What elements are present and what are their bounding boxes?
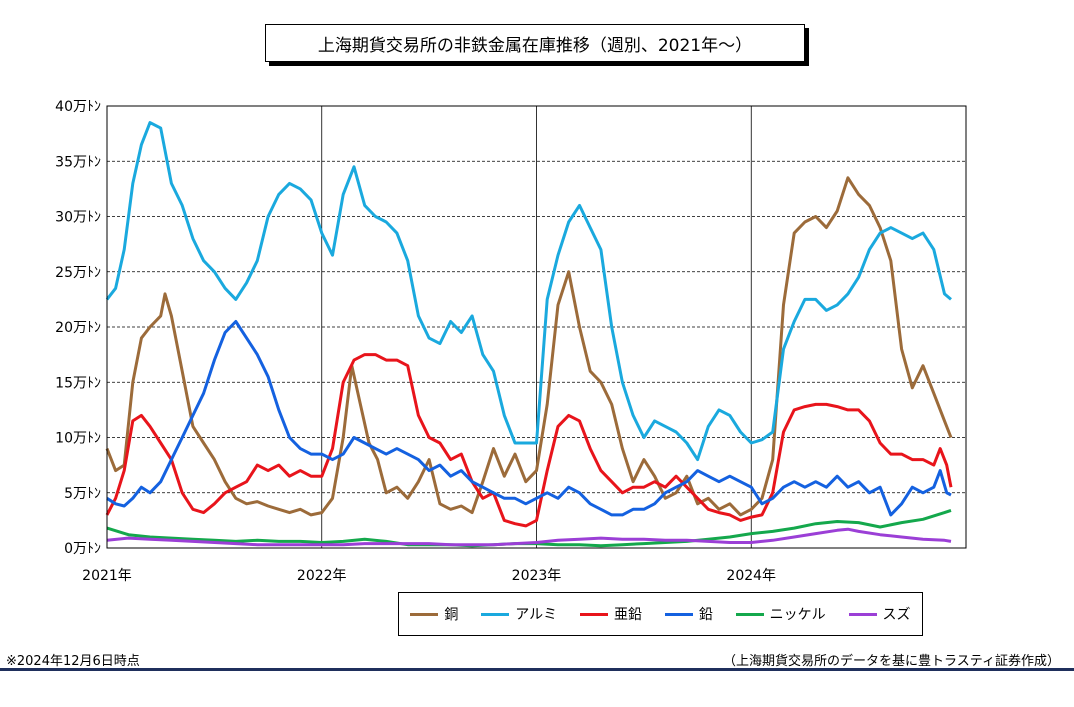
y-tick-label: 20万ﾄﾝ — [55, 320, 101, 336]
legend: 銅 アルミ 亜鉛 鉛 ニッケル スズ — [398, 592, 923, 636]
legend-label: ニッケル — [769, 607, 826, 623]
legend-item: ニッケル — [735, 604, 826, 624]
grid — [107, 106, 966, 548]
legend-item: 亜鉛 — [579, 604, 642, 624]
legend-item: アルミ — [481, 604, 557, 624]
series-line-亜鉛 — [105, 353, 953, 528]
legend-item: スズ — [848, 604, 911, 624]
series-line-ニッケル — [106, 508, 952, 548]
chart-title: 上海期貨交易所の非鉄金属在庫推移（週別、2021年～） — [265, 24, 805, 62]
legend-label: 鉛 — [698, 607, 713, 623]
x-tick-label: 2023年 — [512, 568, 562, 584]
y-tick-label: 0万ﾄﾝ — [64, 541, 101, 557]
plot-frame — [106, 105, 967, 549]
y-axis-labels: 0万ﾄﾝ 5万ﾄﾝ 10万ﾄﾝ 15万ﾄﾝ 20万ﾄﾝ 25万ﾄﾝ 30万ﾄﾝ 35万ﾄﾝ 40… — [55, 99, 101, 557]
series-line-スズ — [106, 527, 952, 547]
series-line-銅 — [105, 176, 953, 517]
x-axis-labels: 2021年 2022年 2023年 2024年 — [82, 568, 776, 584]
source-note: （上海期貨交易所のデータを基に豊トラスティ証券作成） — [723, 654, 1060, 669]
y-tick-label: 15万ﾄﾝ — [55, 375, 101, 391]
y-tick-label: 40万ﾄﾝ — [55, 99, 101, 115]
y-tick-label: 35万ﾄﾝ — [55, 154, 101, 170]
x-tick-label: 2022年 — [297, 568, 347, 584]
series-lines — [105, 121, 953, 548]
legend-swatch — [735, 612, 764, 616]
legend-item: 鉛 — [664, 604, 713, 624]
legend-label: スズ — [882, 607, 911, 623]
x-tick-label: 2021年 — [82, 568, 132, 584]
legend-label: 亜鉛 — [613, 607, 642, 623]
x-tick-label: 2024年 — [726, 568, 776, 584]
bottom-rule — [0, 668, 1074, 671]
y-tick-label: 10万ﾄﾝ — [55, 431, 101, 447]
as-of-note: ※2024年12月6日時点 — [6, 654, 140, 669]
legend-label: 銅 — [444, 607, 459, 623]
legend-swatch — [664, 612, 693, 616]
series-line-アルミ — [105, 121, 952, 462]
legend-label: アルミ — [515, 607, 558, 623]
legend-item: 銅 — [410, 604, 458, 624]
legend-swatch — [410, 612, 439, 616]
legend-swatch — [481, 612, 510, 616]
y-tick-label: 25万ﾄﾝ — [55, 265, 101, 281]
y-tick-label: 5万ﾄﾝ — [64, 486, 101, 502]
legend-swatch — [579, 612, 608, 616]
series-line-鉛 — [106, 320, 952, 517]
y-tick-label: 30万ﾄﾝ — [55, 210, 101, 226]
legend-swatch — [848, 612, 877, 616]
